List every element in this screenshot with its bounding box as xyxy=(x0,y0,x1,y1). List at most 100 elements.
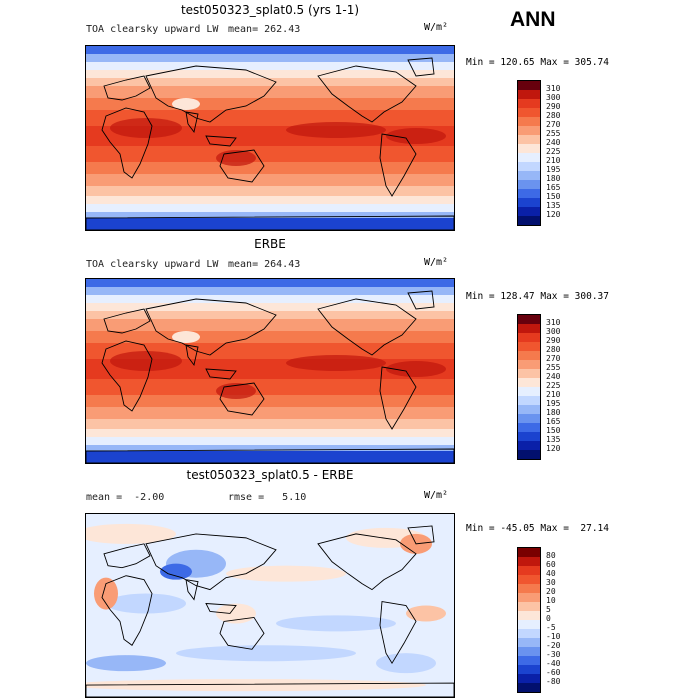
colorbar-swatch xyxy=(518,638,540,647)
panel-3-rmse: rmse = 5.10 xyxy=(228,492,307,503)
contour-band xyxy=(86,46,454,54)
colorbar-tick-label: 180 xyxy=(546,408,561,417)
contour-blob xyxy=(94,577,118,610)
colorbar-tick-label: 30 xyxy=(546,578,556,587)
panel-3-mean: mean = -2.00 xyxy=(86,492,165,503)
colorbar-tick-label: 290 xyxy=(546,336,561,345)
colorbar-swatch xyxy=(518,162,540,171)
contour-band xyxy=(86,110,454,126)
coastline xyxy=(186,345,198,365)
colorbar-tick-label: -80 xyxy=(546,677,561,686)
contour-band xyxy=(86,451,454,463)
coastline xyxy=(318,66,416,122)
colorbar-swatch xyxy=(518,566,540,575)
contour-band xyxy=(86,174,454,186)
colorbar-tick-label: 300 xyxy=(546,93,561,102)
colorbar-swatch xyxy=(518,674,540,683)
contour-band xyxy=(86,70,454,78)
coastline xyxy=(104,544,150,568)
panel-1-units: W/m² xyxy=(424,22,449,33)
colorbar-swatch xyxy=(518,414,540,423)
contour-band xyxy=(86,419,454,429)
panel-2-field-label: TOA clearsky upward LW xyxy=(86,259,219,270)
coastline xyxy=(186,112,198,132)
colorbar-tick-label: -20 xyxy=(546,641,561,650)
coastline xyxy=(102,576,152,646)
coastline xyxy=(206,604,236,614)
panel-2-colorbar-labels: 310 300 290 280 270 255 240 225 210 195 180 165 150 1… xyxy=(546,314,586,458)
contour-blob xyxy=(286,122,386,138)
colorbar-tick-label: 290 xyxy=(546,102,561,111)
coastline xyxy=(86,683,454,697)
colorbar-swatch xyxy=(518,126,540,135)
panel-2-map xyxy=(85,278,455,464)
contour-band xyxy=(86,62,454,70)
colorbar-swatch xyxy=(518,450,540,459)
panel-1-colorbar xyxy=(517,80,541,226)
contour-band xyxy=(86,303,454,311)
colorbar-swatch xyxy=(518,144,540,153)
contour-band xyxy=(86,78,454,86)
coastline xyxy=(220,383,264,415)
panel-3-units: W/m² xyxy=(424,490,449,501)
contour-band xyxy=(86,437,454,445)
colorbar-swatch xyxy=(518,405,540,414)
colorbar-swatch xyxy=(518,378,540,387)
contour-band xyxy=(86,295,454,303)
colorbar-tick-label: 240 xyxy=(546,372,561,381)
colorbar-tick-label: 270 xyxy=(546,354,561,363)
colorbar-swatch xyxy=(518,629,540,638)
contour-blob xyxy=(386,361,446,377)
colorbar-tick-label: 195 xyxy=(546,399,561,408)
contour-blob xyxy=(86,523,176,544)
coastline xyxy=(104,309,150,333)
colorbar-swatch xyxy=(518,117,540,126)
colorbar-tick-label: 40 xyxy=(546,569,556,578)
colorbar-tick-label: 195 xyxy=(546,165,561,174)
colorbar-tick-label: 135 xyxy=(546,435,561,444)
contour-blob xyxy=(216,603,256,624)
panel-2-minmax: Min = 128.47 Max = 300.37 xyxy=(466,291,609,302)
colorbar-swatch xyxy=(518,584,540,593)
colorbar-swatch xyxy=(518,620,540,629)
colorbar-tick-label: -40 xyxy=(546,659,561,668)
colorbar-tick-label: 280 xyxy=(546,111,561,120)
contour-blob xyxy=(106,593,186,614)
map-field xyxy=(86,46,454,230)
colorbar-swatch xyxy=(518,387,540,396)
colorbar-tick-label: 135 xyxy=(546,201,561,210)
contour-band xyxy=(86,212,454,218)
colorbar-swatch xyxy=(518,108,540,117)
colorbar-tick-label: 310 xyxy=(546,84,561,93)
contour-band xyxy=(86,54,454,62)
coastline xyxy=(146,66,276,122)
season-label: ANN xyxy=(510,8,556,31)
map-field xyxy=(86,279,454,463)
colorbar-tick-label: 240 xyxy=(546,138,561,147)
colorbar-swatch xyxy=(518,593,540,602)
colorbar-swatch xyxy=(518,396,540,405)
colorbar-tick-label: 120 xyxy=(546,444,561,453)
colorbar-swatch xyxy=(518,557,540,566)
contour-band xyxy=(86,445,454,451)
contour-band xyxy=(86,343,454,359)
contour-band xyxy=(86,287,454,295)
contour-blob xyxy=(286,355,386,371)
panel-2-title: ERBE xyxy=(254,237,286,251)
colorbar-tick-label: 150 xyxy=(546,426,561,435)
panel-3-map xyxy=(85,513,455,698)
colorbar-swatch xyxy=(518,683,540,692)
colorbar-swatch xyxy=(518,171,540,180)
colorbar-tick-label: 270 xyxy=(546,120,561,129)
colorbar-swatch xyxy=(518,90,540,99)
colorbar-swatch xyxy=(518,602,540,611)
contour-blob xyxy=(86,655,166,672)
colorbar-tick-label: 180 xyxy=(546,174,561,183)
panel-1-field-label: TOA clearsky upward LW xyxy=(86,24,219,35)
colorbar-tick-label: 225 xyxy=(546,147,561,156)
colorbar-tick-label: -30 xyxy=(546,650,561,659)
panel-3-colorbar-labels: 80 60 40 30 20 10 5 0 -5 -10 -20 -30 -40 -60 -80 xyxy=(546,547,586,691)
colorbar-tick-label: 310 xyxy=(546,318,561,327)
colorbar-swatch xyxy=(518,315,540,324)
coastline xyxy=(86,216,454,230)
